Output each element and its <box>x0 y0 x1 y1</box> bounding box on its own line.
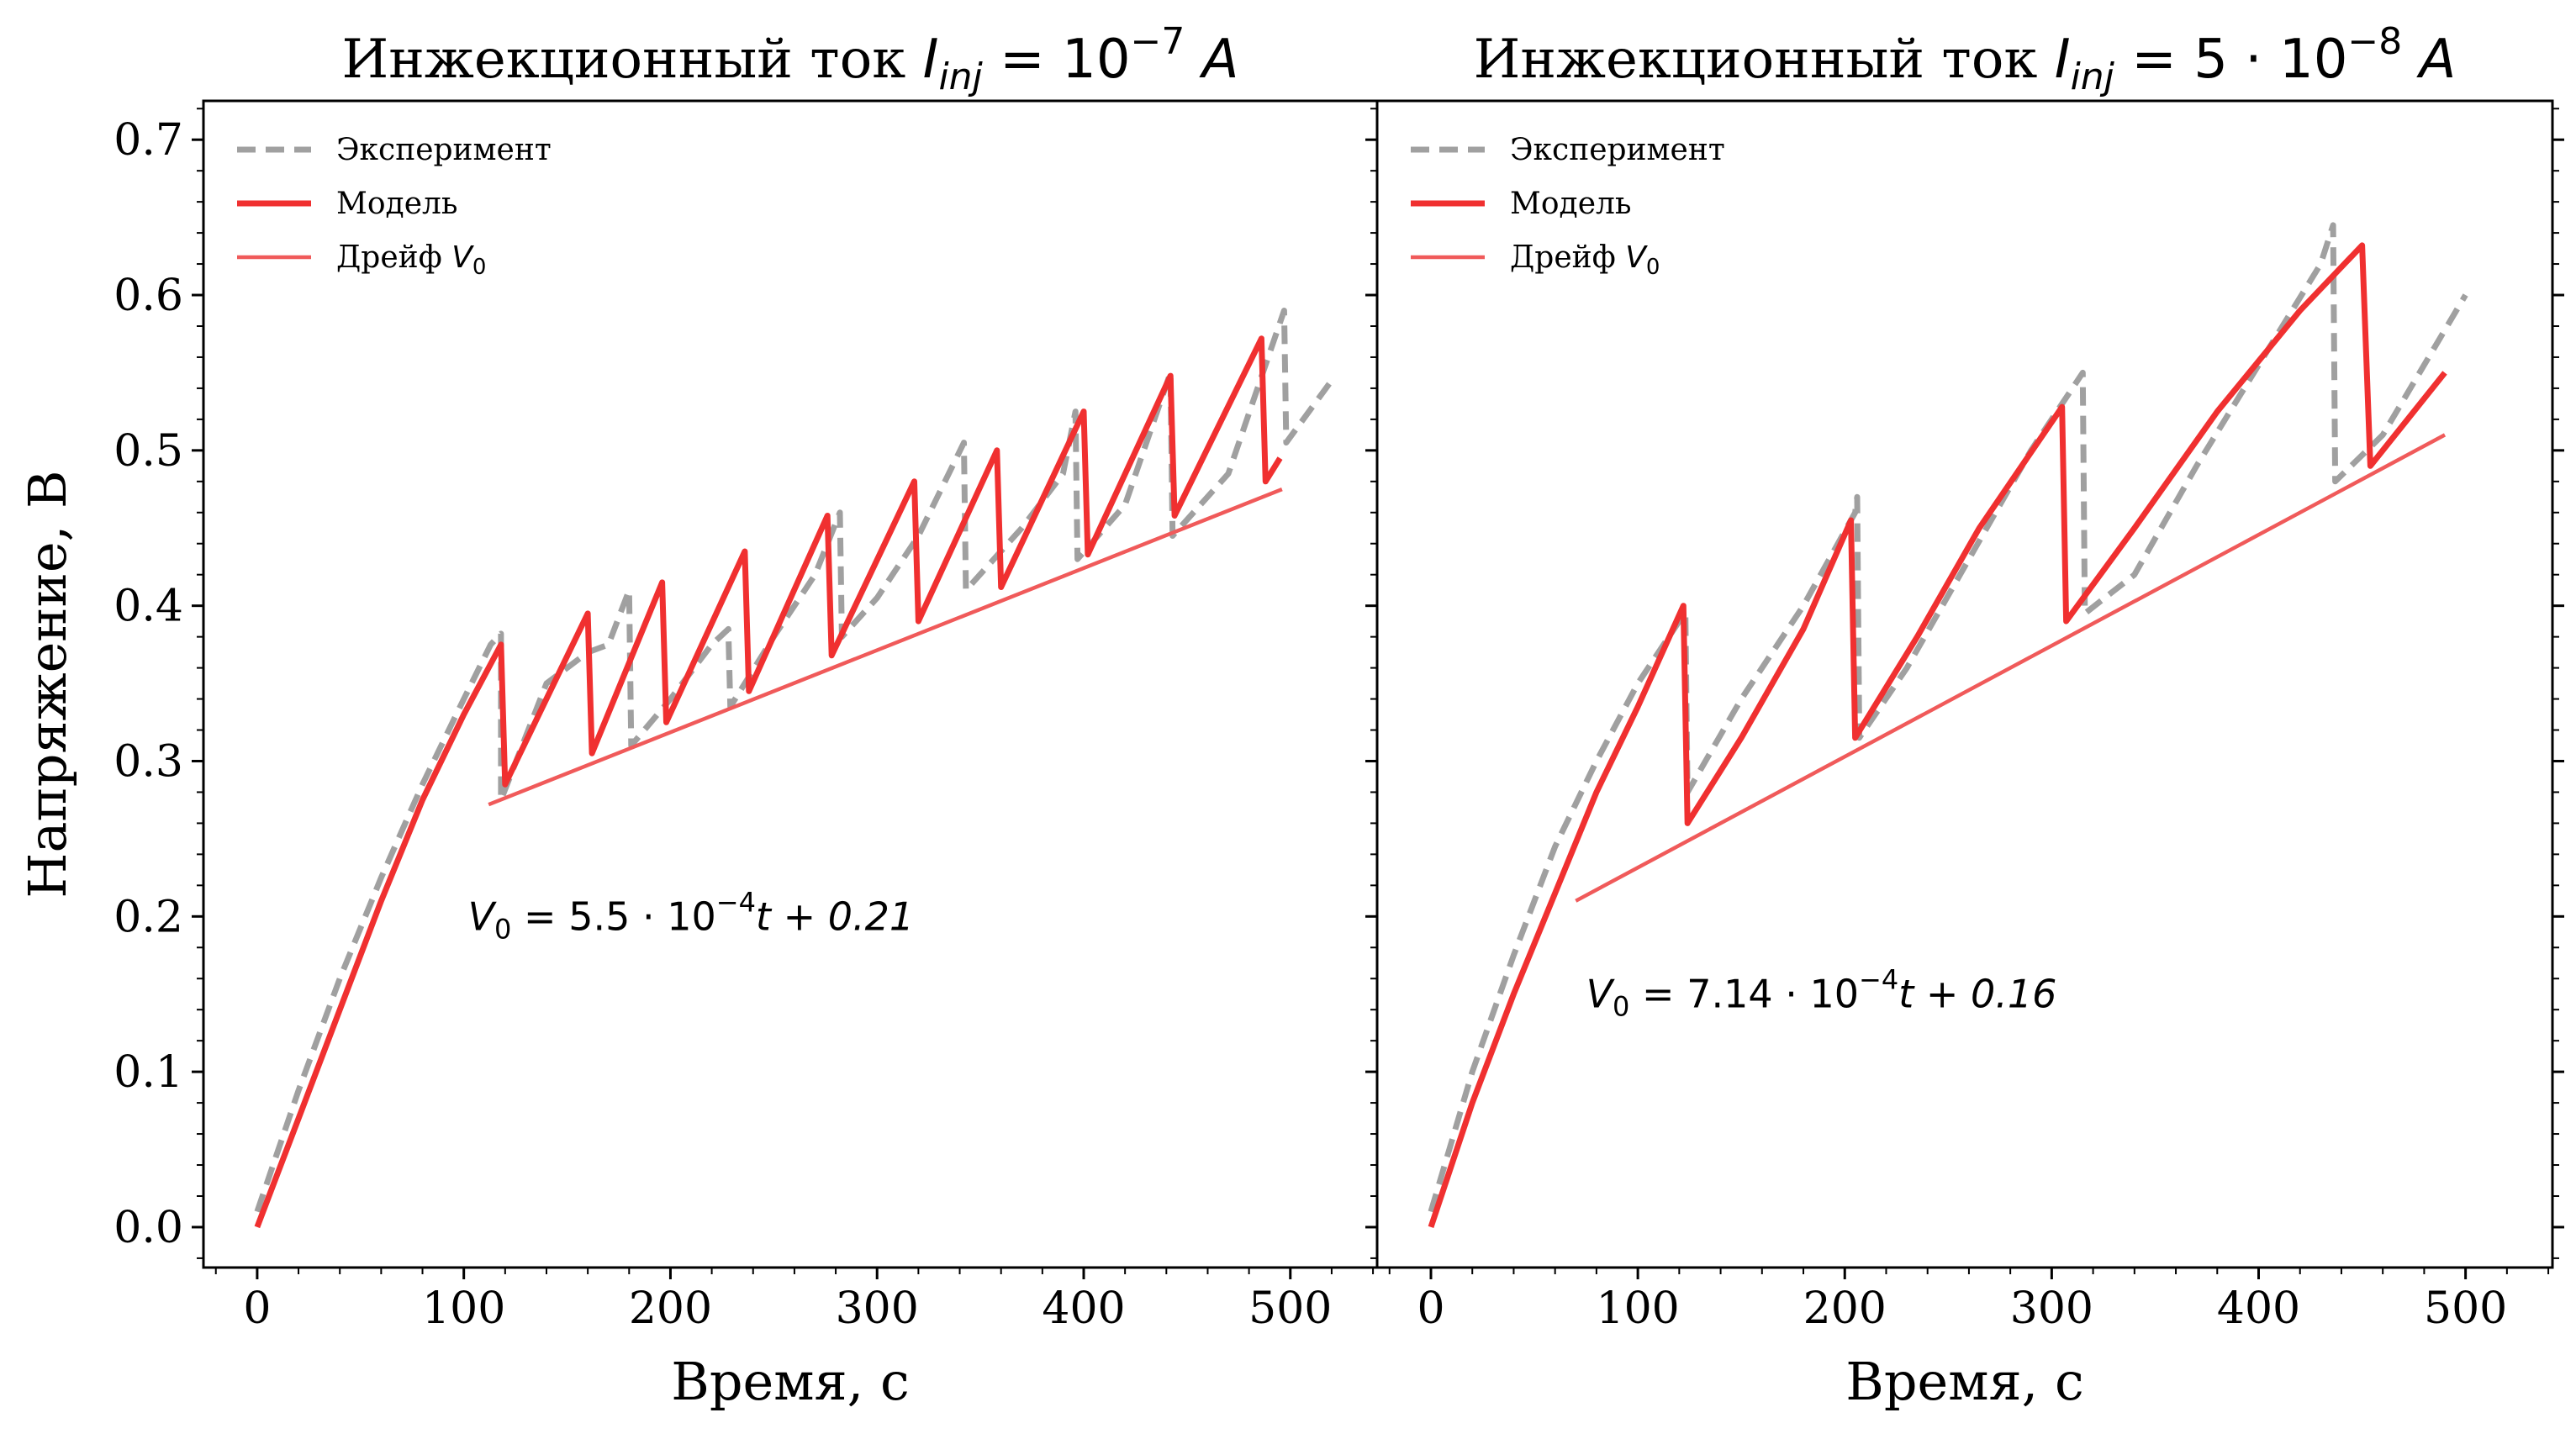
series-line-drift <box>488 488 1283 807</box>
x-tick-label: 400 <box>2217 1284 2300 1334</box>
legend: Эксперимент Модель Дрейф V0 <box>1411 133 1725 280</box>
x-tick-label: 500 <box>2424 1284 2507 1334</box>
y-axis-label: Напряжение, В <box>17 470 78 898</box>
series-line-model <box>254 335 1283 1229</box>
x-tick-label: 400 <box>1042 1284 1125 1334</box>
x-axis-label: Время, с <box>1845 1351 2083 1412</box>
x-tick-label: 0 <box>243 1284 271 1334</box>
series-line-experiment <box>1428 222 2468 1213</box>
x-tick-label: 300 <box>836 1284 919 1334</box>
x-tick-label: 200 <box>629 1284 712 1334</box>
x-tick-label: 100 <box>422 1284 505 1334</box>
x-axis-label: Время, с <box>671 1351 909 1412</box>
x-tick-label: 0 <box>1417 1284 1444 1334</box>
x-tick-label: 100 <box>1596 1284 1679 1334</box>
y-tick-label: 0.0 <box>113 1203 183 1253</box>
y-tick-label: 0.6 <box>113 271 183 321</box>
legend-label: Дрейф V0 <box>1510 240 1660 280</box>
x-tick-label: 200 <box>1803 1284 1887 1334</box>
legend-label: Модель <box>1510 187 1631 221</box>
axes-frame <box>1375 99 2554 1269</box>
chart-title: Инжекционный ток Iinj = 5 · 10−8 A <box>1474 20 2457 98</box>
legend-label: Модель <box>336 187 457 221</box>
series-line-drift <box>1575 433 2447 903</box>
y-tick-label: 0.5 <box>113 426 183 477</box>
panel-1: 0 100 200 300 400 500 0.0 0.1 0.2 0.3 0.4 0.5 0.6 0.7… <box>17 20 1379 1412</box>
y-tick-label: 0.7 <box>113 115 183 166</box>
drift-equation: V0 = 5.5 · 10−4t + 0.21 <box>468 886 915 945</box>
series-line-model <box>1428 242 2447 1229</box>
legend-label: Дрейф V0 <box>336 240 486 280</box>
drift-equation: V0 = 7.14 · 10−4t + 0.16 <box>1586 964 2057 1023</box>
legend: Эксперимент Модель Дрейф V0 <box>237 133 552 280</box>
legend-label: Эксперимент <box>336 133 552 167</box>
y-tick-label: 0.3 <box>113 736 183 787</box>
y-tick-label: 0.4 <box>113 582 183 632</box>
y-tick-label: 0.2 <box>113 892 183 942</box>
x-tick-label: 500 <box>1248 1284 1332 1334</box>
y-tick-label: 0.1 <box>113 1047 183 1098</box>
chart-title: Инжекционный ток Iinj = 10−7 A <box>341 20 1238 98</box>
x-tick-label: 300 <box>2010 1284 2093 1334</box>
panel-2: 0 100 200 300 400 500 Время, с Инжекционный ток… <box>1365 20 2564 1412</box>
legend-label: Эксперимент <box>1510 133 1725 167</box>
